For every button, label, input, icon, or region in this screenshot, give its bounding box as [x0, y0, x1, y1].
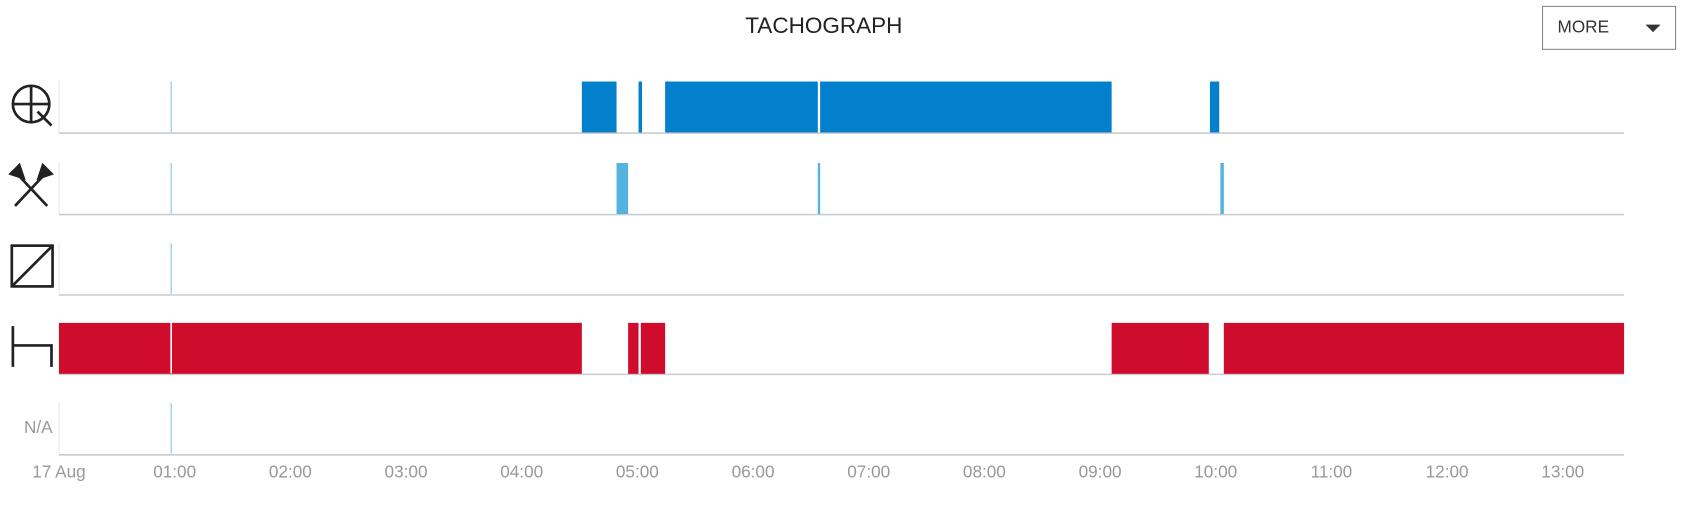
segment	[638, 81, 642, 133]
x-tick-label: 01:00	[153, 462, 196, 482]
rest-icon	[11, 326, 53, 367]
row-label: N/A	[24, 417, 53, 437]
x-tick-label: 17 Aug	[32, 462, 85, 482]
x-tick-label: 10:00	[1194, 462, 1237, 482]
x-tick-label: 05:00	[616, 462, 659, 482]
segment	[1220, 163, 1224, 215]
segment	[616, 163, 629, 215]
segment	[58, 322, 582, 374]
segment	[817, 163, 821, 215]
dropdown-arrow[interactable]	[1645, 24, 1661, 33]
x-tick-label: 12:00	[1426, 462, 1469, 482]
chart-body: TACHOGRAPH MORE N/A 17 Aug 01:00 02:00 03:00…	[8, 5, 1677, 482]
row-icons	[8, 84, 54, 367]
x-tick-label: 07:00	[847, 462, 890, 482]
segment	[665, 81, 818, 133]
x-tick-label: 04:00	[500, 462, 543, 482]
segment	[820, 81, 1112, 133]
segment	[1209, 81, 1220, 133]
work-icon	[8, 162, 54, 207]
x-tick-label: 11:00	[1311, 462, 1353, 482]
button-label[interactable]: MORE	[1558, 16, 1609, 36]
x-tick-label: 03:00	[385, 462, 428, 482]
driving-icon	[11, 84, 53, 127]
segment	[628, 322, 639, 374]
x-tick-label: 09:00	[1079, 462, 1122, 482]
x-tick-label: 08:00	[963, 462, 1006, 482]
segment	[1223, 322, 1625, 374]
segment	[1111, 322, 1209, 374]
x-tick-label: 02:00	[269, 462, 312, 482]
chart-title: TACHOGRAPH	[745, 13, 902, 38]
x-tick-label: 06:00	[732, 462, 775, 482]
x-tick-label: 13:00	[1541, 462, 1584, 482]
more-button[interactable]: MORE	[1542, 5, 1677, 50]
segment	[640, 322, 666, 374]
segment	[581, 81, 617, 133]
availability-icon	[10, 244, 54, 288]
